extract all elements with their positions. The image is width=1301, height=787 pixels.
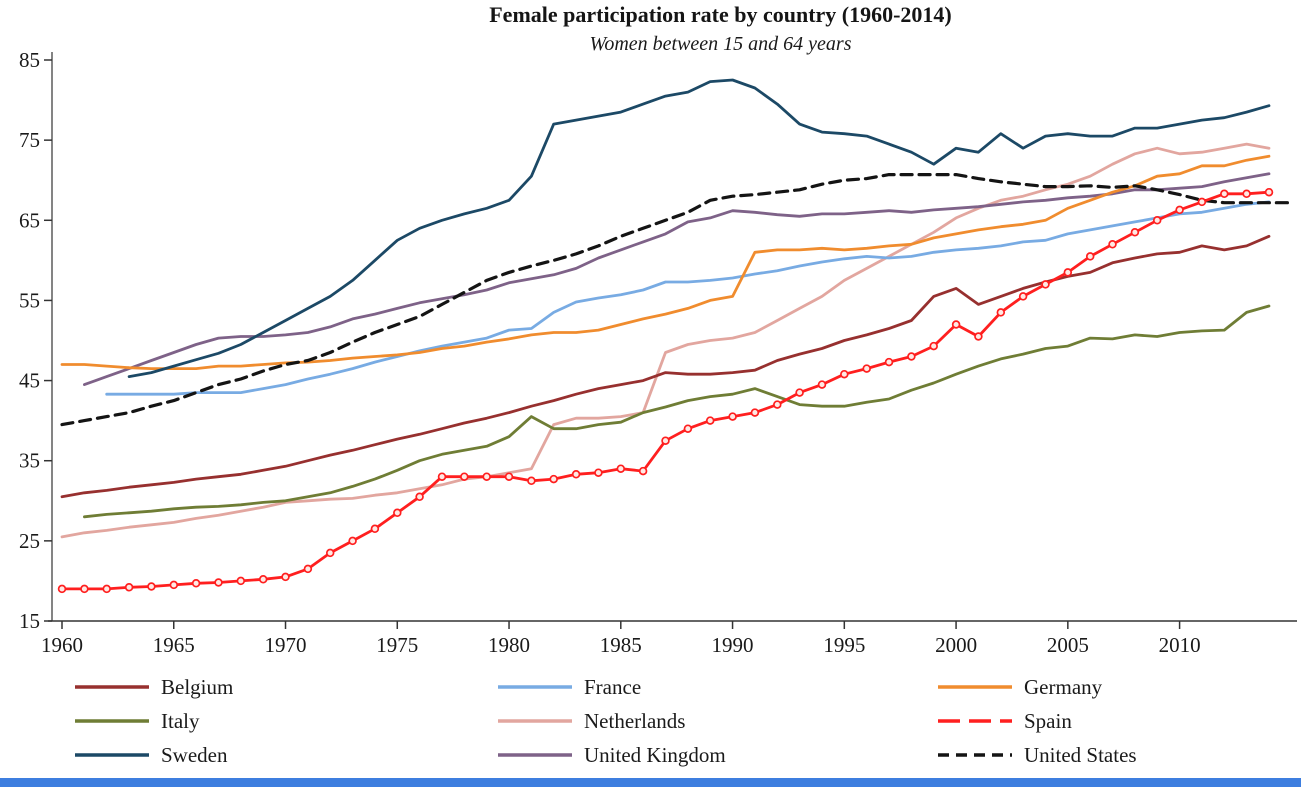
legend-item-italy: Italy <box>75 709 498 734</box>
legend-item-sweden: Sweden <box>75 743 498 768</box>
legend-label-united-states: United States <box>1024 742 1137 767</box>
svg-text:1970: 1970 <box>265 633 307 657</box>
legend-label-spain: Spain <box>1024 708 1072 733</box>
legend-row-1: Belgium France Germany <box>0 670 1301 704</box>
legend-label-sweden: Sweden <box>161 742 228 767</box>
legend-label-germany: Germany <box>1024 674 1103 699</box>
svg-text:1990: 1990 <box>712 633 754 657</box>
svg-text:35: 35 <box>19 449 40 473</box>
legend-item-united-kingdom: United Kingdom <box>498 743 938 768</box>
svg-text:2010: 2010 <box>1159 633 1201 657</box>
bottom-window-edge <box>0 778 1301 787</box>
united-kingdom-line-sample-icon <box>498 753 572 757</box>
svg-text:1980: 1980 <box>488 633 530 657</box>
svg-text:1995: 1995 <box>823 633 865 657</box>
legend-item-netherlands: Netherlands <box>498 709 938 734</box>
legend-label-france: France <box>584 674 642 699</box>
spain-line-sample-icon <box>938 719 1012 723</box>
legend-item-spain: Spain <box>938 709 1301 734</box>
svg-text:1960: 1960 <box>41 633 83 657</box>
legend-row-3: Sweden United Kingdom United States <box>0 738 1301 772</box>
legend-label-netherlands: Netherlands <box>584 708 686 733</box>
svg-text:75: 75 <box>19 128 40 152</box>
united-states-line-sample-icon <box>938 753 1012 757</box>
svg-text:1965: 1965 <box>153 633 195 657</box>
svg-text:1975: 1975 <box>376 633 418 657</box>
germany-line-sample-icon <box>938 685 1012 689</box>
chart-legend: Belgium France Germany Italy Netherlands <box>0 670 1301 772</box>
france-line-sample-icon <box>498 685 572 689</box>
svg-text:55: 55 <box>19 288 40 312</box>
legend-item-belgium: Belgium <box>75 675 498 700</box>
italy-line-sample-icon <box>75 719 149 723</box>
belgium-line-sample-icon <box>75 685 149 689</box>
legend-item-united-states: United States <box>938 743 1301 768</box>
svg-text:15: 15 <box>19 609 40 633</box>
legend-item-france: France <box>498 675 938 700</box>
svg-text:65: 65 <box>19 208 40 232</box>
svg-text:45: 45 <box>19 369 40 393</box>
sweden-line-sample-icon <box>75 753 149 757</box>
netherlands-line-sample-icon <box>498 719 572 723</box>
svg-text:2000: 2000 <box>935 633 977 657</box>
legend-item-germany: Germany <box>938 675 1301 700</box>
chart-subtitle: Women between 15 and 64 years <box>589 33 852 55</box>
chart-title: Female participation rate by country (19… <box>489 2 952 27</box>
svg-text:2005: 2005 <box>1047 633 1089 657</box>
svg-text:25: 25 <box>19 529 40 553</box>
legend-row-2: Italy Netherlands Spain <box>0 704 1301 738</box>
legend-label-united-kingdom: United Kingdom <box>584 742 726 767</box>
svg-text:1985: 1985 <box>600 633 642 657</box>
participation-rate-line-chart: 15 25 35 45 55 65 75 85 1960 1965 1970 1975 1980 1985… <box>19 48 1297 657</box>
legend-label-italy: Italy <box>161 708 200 733</box>
legend-label-belgium: Belgium <box>161 674 234 699</box>
svg-text:85: 85 <box>19 48 40 72</box>
